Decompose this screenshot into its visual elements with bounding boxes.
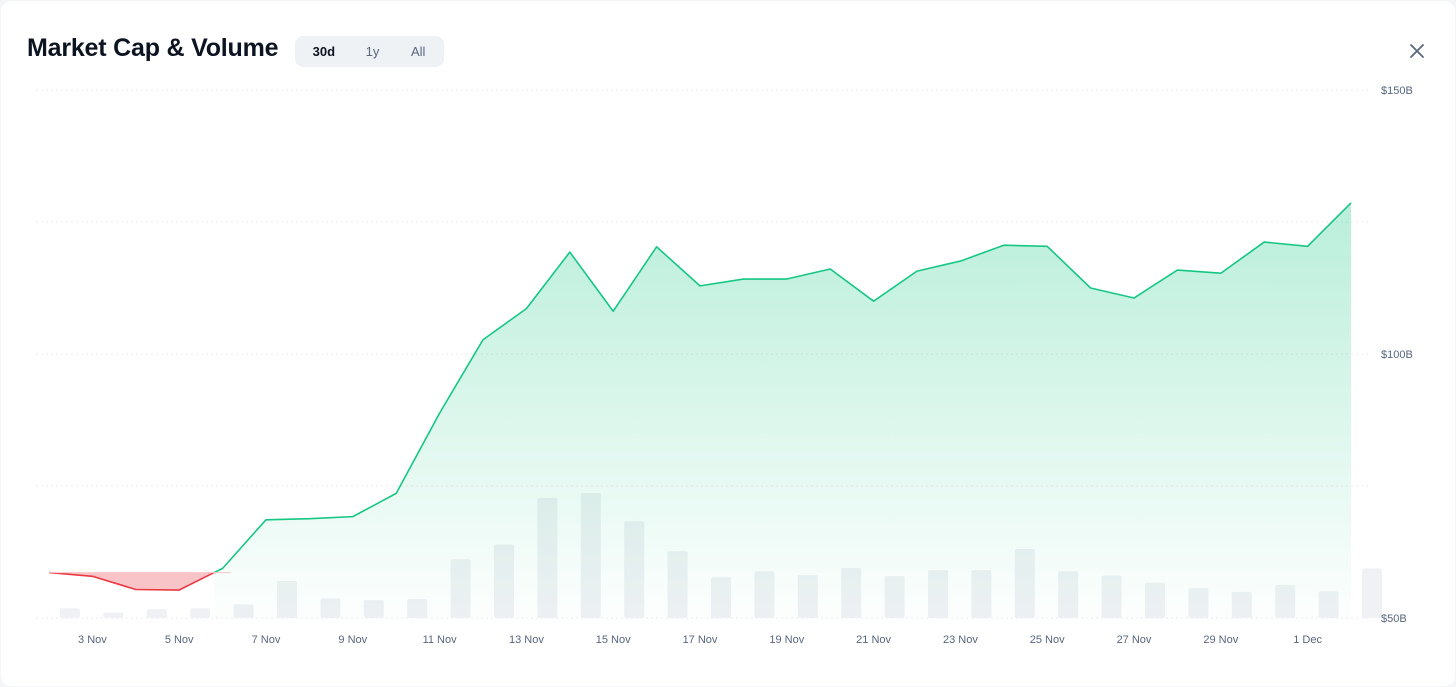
x-tick-label: 15 Nov <box>596 634 631 646</box>
x-tick-label: 29 Nov <box>1203 634 1238 646</box>
x-tick-label: 3 Nov <box>78 634 107 646</box>
x-tick-label: 19 Nov <box>769 634 804 646</box>
market-cap-line-up <box>213 202 1352 574</box>
volume-bar <box>190 608 211 618</box>
x-tick-label: 1 Dec <box>1293 634 1322 646</box>
tab-1y[interactable]: 1y <box>365 44 380 59</box>
x-tick-label: 7 Nov <box>252 634 281 646</box>
tab-30d[interactable]: 30d <box>298 39 350 64</box>
y-tick-label: $100B <box>1381 349 1413 361</box>
x-tick-label: 9 Nov <box>338 634 367 646</box>
volume-bar <box>60 608 80 618</box>
market-cap-area-up <box>214 202 1351 618</box>
x-tick-label: 27 Nov <box>1117 634 1152 646</box>
x-tick-label: 25 Nov <box>1030 634 1065 646</box>
tab-all[interactable]: All <box>410 44 426 59</box>
market-cap-area-down <box>49 572 215 591</box>
volume-bar <box>103 612 124 618</box>
chart-title: Market Cap & Volume <box>27 34 279 62</box>
x-tick-label: 13 Nov <box>509 634 544 646</box>
y-tick-label: $150B <box>1381 85 1413 97</box>
volume-bar <box>146 609 167 618</box>
x-tick-label: 11 Nov <box>423 634 458 646</box>
y-tick-label: $50B <box>1381 613 1407 625</box>
x-tick-label: 21 Nov <box>856 634 891 646</box>
close-button[interactable] <box>1404 38 1430 64</box>
volume-bar <box>1362 568 1382 618</box>
market-cap-line-down <box>48 571 215 591</box>
x-tick-label: 23 Nov <box>943 634 978 646</box>
x-tick-label: 17 Nov <box>683 634 718 646</box>
x-tick-label: 5 Nov <box>165 634 194 646</box>
close-icon <box>1410 44 1424 58</box>
range-tabs: 30d 1y All <box>295 36 444 67</box>
